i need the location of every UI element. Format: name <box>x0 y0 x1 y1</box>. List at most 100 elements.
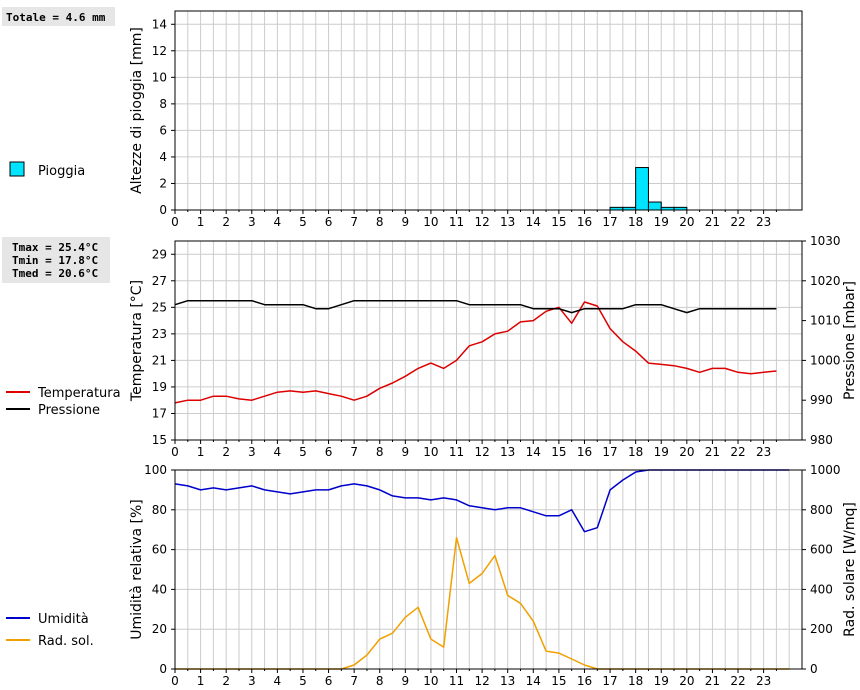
x-tick-label: 8 <box>376 674 384 688</box>
legend-item: Temperatura <box>6 386 121 401</box>
y2-tick-label: 0 <box>810 662 818 676</box>
y-tick-label: 21 <box>152 353 167 367</box>
y-tick-label: 60 <box>152 543 167 557</box>
x-tick-label: 6 <box>325 445 333 459</box>
x-tick-label: 12 <box>474 445 489 459</box>
x-tick-label: 23 <box>756 215 771 229</box>
temp-summary-bg <box>2 237 110 283</box>
legend-item: Pioggia <box>9 161 85 179</box>
y-tick-label: 15 <box>152 433 167 447</box>
chart-panel-1: 0 1 2 3 4 5 6 7 8 9 10 11 12 13 14 15 16 17 18 19 20 21 22 2302… <box>9 10 803 229</box>
x-tick-label: 8 <box>376 215 384 229</box>
x-tick-label: 21 <box>705 445 720 459</box>
y-tick-label: 20 <box>152 622 167 636</box>
y2-tick-label: 980 <box>810 433 833 447</box>
x-tick-label: 9 <box>402 445 410 459</box>
x-tick-label: 10 <box>423 674 438 688</box>
y-axis-label: Umidità relativa [%] <box>129 499 145 640</box>
legend-item: Umidità <box>6 612 89 627</box>
x-tick-label: 7 <box>350 674 358 688</box>
x-tick-label: 20 <box>679 674 694 688</box>
x-tick-label: 2 <box>222 674 230 688</box>
legend-label: Umidità <box>38 612 89 627</box>
y-tick-label: 23 <box>152 327 167 341</box>
x-tick-label: 2 <box>222 445 230 459</box>
legend-label: Rad. sol. <box>38 634 94 649</box>
x-tick-label: 11 <box>449 445 464 459</box>
y-tick-label: 0 <box>159 662 167 676</box>
y2-tick-label: 1030 <box>810 234 841 248</box>
x-tick-label: 6 <box>325 674 333 688</box>
x-tick-label: 13 <box>500 215 515 229</box>
x-tick-label: 9 <box>402 215 410 229</box>
x-tick-label: 16 <box>577 674 592 688</box>
y2-tick-label: 600 <box>810 543 833 557</box>
y-axis-label: Temperatura [°C] <box>129 280 145 402</box>
x-tick-label: 10 <box>423 215 438 229</box>
y-tick-label: 12 <box>152 44 167 58</box>
rain-total-box: Totale = 4.6 mm <box>2 7 115 26</box>
rain-bar <box>635 167 649 211</box>
x-tick-label: 0 <box>171 445 179 459</box>
temp-summary-line: Tmed = 20.6°C <box>12 267 98 280</box>
y2-axis-label: Rad. solare [W/mq] <box>842 502 858 637</box>
x-tick-label: 21 <box>705 674 720 688</box>
x-tick-label: 1 <box>197 445 205 459</box>
y-axis-label: Altezze di pioggia [mm] <box>129 27 145 194</box>
x-tick-label: 15 <box>551 674 566 688</box>
x-tick-label: 4 <box>274 445 282 459</box>
x-tick-label: 22 <box>730 215 745 229</box>
y-tick-label: 25 <box>152 300 167 314</box>
x-tick-label: 3 <box>248 674 256 688</box>
x-tick-label: 4 <box>274 674 282 688</box>
y-tick-label: 40 <box>152 582 167 596</box>
y-tick-label: 29 <box>152 247 167 261</box>
x-tick-label: 1 <box>197 215 205 229</box>
x-tick-label: 9 <box>402 674 410 688</box>
x-tick-label: 14 <box>526 674 541 688</box>
legend-item: Rad. sol. <box>6 634 94 649</box>
legend-label: Pioggia <box>38 164 85 179</box>
x-tick-label: 11 <box>449 215 464 229</box>
y2-tick-label: 1010 <box>810 314 841 328</box>
legend-label: Pressione <box>38 403 100 418</box>
x-tick-label: 6 <box>325 215 333 229</box>
x-tick-label: 20 <box>679 215 694 229</box>
rain-total-text: Totale = 4.6 mm <box>6 11 106 24</box>
y2-axis-label: Pressione [mbar] <box>842 281 858 400</box>
x-tick-label: 15 <box>551 445 566 459</box>
x-tick-label: 16 <box>577 445 592 459</box>
x-tick-label: 13 <box>500 445 515 459</box>
x-tick-label: 17 <box>602 674 617 688</box>
x-tick-label: 18 <box>628 445 643 459</box>
x-tick-label: 2 <box>222 215 230 229</box>
x-tick-label: 21 <box>705 215 720 229</box>
x-tick-label: 3 <box>248 445 256 459</box>
x-tick-label: 13 <box>500 674 515 688</box>
x-tick-label: 14 <box>526 445 541 459</box>
x-tick-label: 3 <box>248 215 256 229</box>
x-tick-label: 0 <box>171 215 179 229</box>
y2-tick-label: 1000 <box>810 463 841 477</box>
y-tick-label: 2 <box>159 176 167 190</box>
plot-frame <box>174 240 803 441</box>
x-tick-label: 5 <box>299 445 307 459</box>
y2-tick-label: 1020 <box>810 274 841 288</box>
y-tick-label: 14 <box>152 17 167 31</box>
plot-frame <box>174 10 803 211</box>
x-tick-label: 10 <box>423 445 438 459</box>
x-tick-label: 0 <box>171 674 179 688</box>
x-tick-label: 19 <box>654 674 669 688</box>
chart-panel-2: 0 1 2 3 4 5 6 7 8 9 10 11 12 13 14 15 16 17 18 19 20 21 22 2315… <box>6 234 858 459</box>
x-tick-label: 1 <box>197 674 205 688</box>
x-tick-label: 19 <box>654 445 669 459</box>
temp-summary-line: Tmin = 17.8°C <box>12 254 98 267</box>
y2-tick-label: 1000 <box>810 353 841 367</box>
x-tick-label: 22 <box>730 674 745 688</box>
x-tick-label: 17 <box>602 445 617 459</box>
y2-tick-label: 400 <box>810 582 833 596</box>
x-tick-label: 5 <box>299 674 307 688</box>
x-tick-label: 12 <box>474 674 489 688</box>
